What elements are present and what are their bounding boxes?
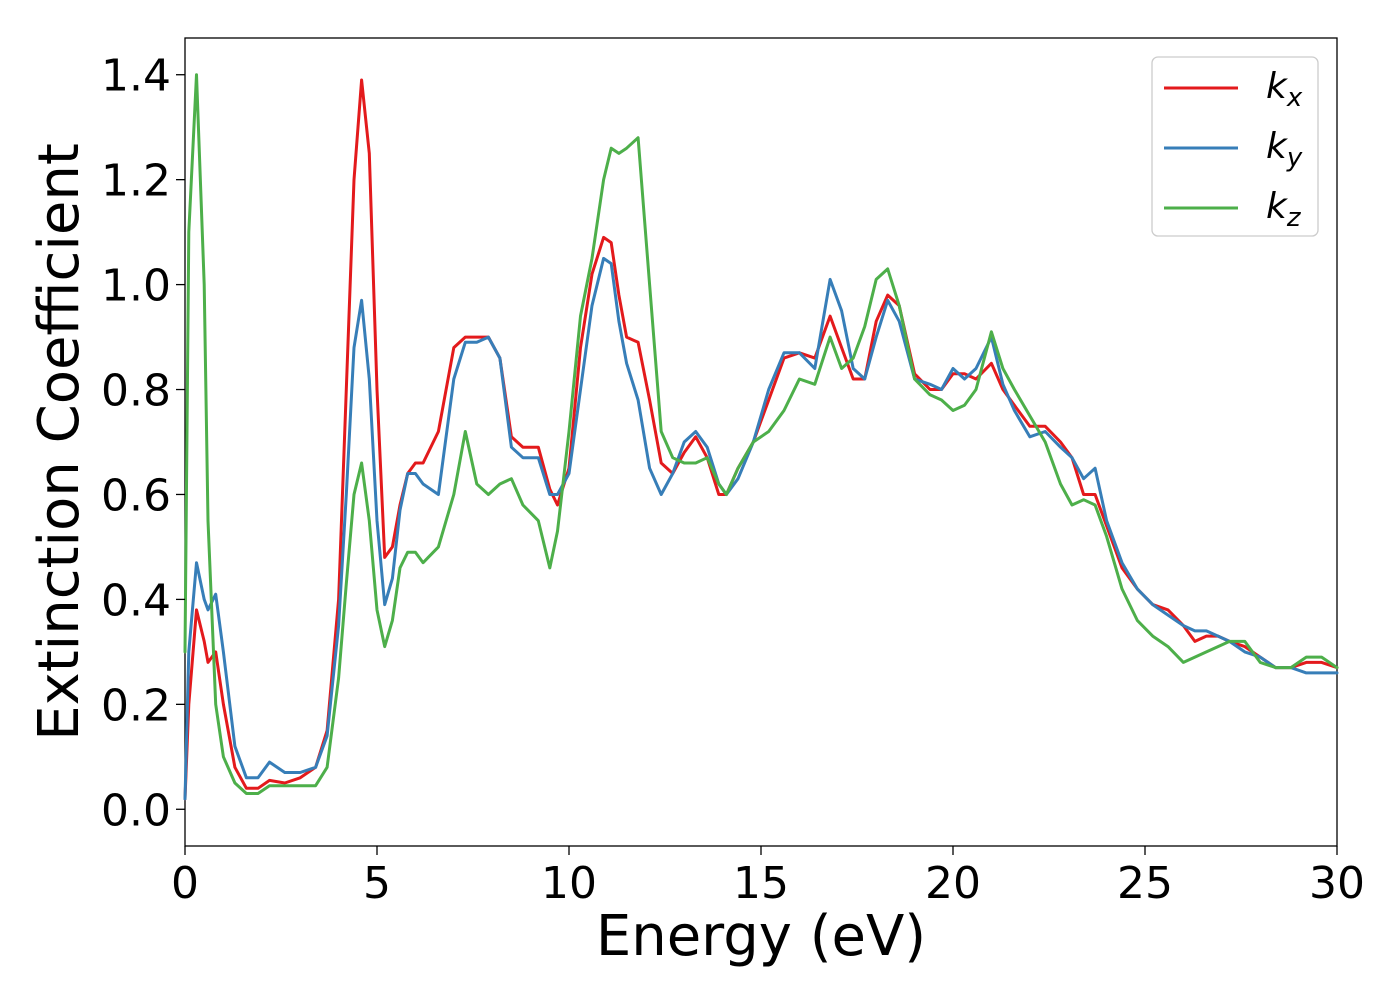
y-tick-label: 0.6: [101, 470, 171, 521]
x-tick-label: 5: [363, 858, 391, 909]
x-tick-label: 0: [171, 858, 199, 909]
y-tick-label: 1.0: [101, 261, 171, 312]
y-axis-title: Extinction Coefficient: [27, 143, 92, 741]
x-tick-label: 20: [925, 858, 981, 909]
series-line-x: [183, 78, 1339, 801]
y-tick-label: 0.0: [101, 785, 171, 836]
y-tick-label: 0.4: [101, 575, 171, 626]
x-tick-label: 10: [541, 858, 597, 909]
legend-subscript-y: y: [1286, 143, 1303, 173]
y-tick-label: 0.8: [101, 366, 171, 417]
series-layer: [183, 73, 1339, 801]
x-axis-title: Energy (eV): [596, 904, 926, 969]
legend-label-y: ky: [1266, 126, 1303, 173]
series-line-z: [183, 73, 1339, 795]
y-axis-ticks: 0.0 0.2 0.4 0.6 0.8 1.0 1.2 1.4: [101, 51, 185, 836]
y-tick-label: 1.2: [101, 156, 171, 207]
x-axis-ticks: 0 5 10 15 20 25 30: [171, 846, 1365, 909]
x-tick-label: 30: [1309, 858, 1365, 909]
y-tick-label: 1.4: [101, 51, 171, 102]
x-tick-label: 25: [1117, 858, 1173, 909]
y-tick-label: 0.2: [101, 680, 171, 731]
series-line-y: [183, 256, 1339, 801]
legend-subscript-x: x: [1286, 83, 1303, 113]
x-tick-label: 15: [733, 858, 789, 909]
plot-frame: [184, 37, 1338, 847]
legend-subscript-z: z: [1286, 203, 1302, 233]
